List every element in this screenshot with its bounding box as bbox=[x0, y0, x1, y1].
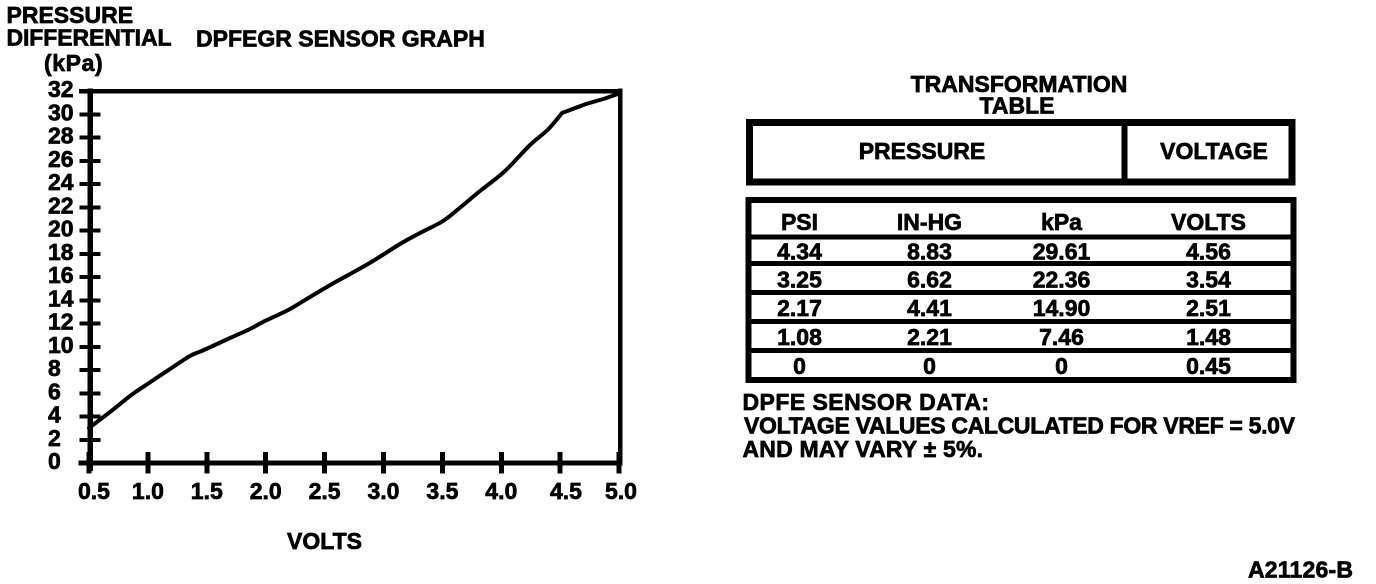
svg-text:TRANSFORMATION: TRANSFORMATION bbox=[911, 71, 1128, 97]
svg-text:1.0: 1.0 bbox=[132, 478, 164, 504]
svg-text:30: 30 bbox=[48, 99, 74, 125]
svg-text:14: 14 bbox=[48, 285, 74, 311]
svg-text:VOLTAGE: VOLTAGE bbox=[1160, 138, 1268, 164]
svg-text:6.62: 6.62 bbox=[907, 267, 952, 293]
svg-text:20: 20 bbox=[48, 216, 74, 242]
svg-text:kPa: kPa bbox=[1041, 209, 1082, 235]
svg-text:AND MAY VARY ± 5%.: AND MAY VARY ± 5%. bbox=[743, 436, 984, 462]
svg-text:VOLTS: VOLTS bbox=[1171, 209, 1246, 235]
svg-text:3.5: 3.5 bbox=[426, 478, 458, 504]
svg-text:2: 2 bbox=[48, 425, 61, 451]
svg-text:1.08: 1.08 bbox=[777, 324, 822, 350]
svg-text:18: 18 bbox=[48, 239, 74, 265]
svg-text:1.5: 1.5 bbox=[191, 478, 223, 504]
svg-text:4.34: 4.34 bbox=[777, 239, 822, 265]
svg-text:14.90: 14.90 bbox=[1033, 295, 1091, 321]
svg-text:PRESSURE: PRESSURE bbox=[7, 2, 134, 28]
svg-text:32: 32 bbox=[48, 76, 74, 102]
svg-text:6: 6 bbox=[48, 378, 61, 404]
svg-text:0.45: 0.45 bbox=[1186, 353, 1231, 379]
svg-text:3.0: 3.0 bbox=[368, 478, 400, 504]
svg-text:PSI: PSI bbox=[781, 209, 818, 235]
svg-text:8: 8 bbox=[48, 355, 61, 381]
svg-text:29.61: 29.61 bbox=[1033, 239, 1091, 265]
svg-text:DPFEGR SENSOR GRAPH: DPFEGR SENSOR GRAPH bbox=[196, 26, 485, 52]
svg-text:28: 28 bbox=[48, 123, 74, 149]
svg-text:A21126-B: A21126-B bbox=[1248, 557, 1353, 583]
svg-text:VOLTS: VOLTS bbox=[287, 528, 362, 554]
svg-text:2.21: 2.21 bbox=[907, 324, 952, 350]
svg-text:3.25: 3.25 bbox=[777, 267, 822, 293]
svg-text:3.54: 3.54 bbox=[1186, 267, 1231, 293]
svg-text:IN-HG: IN-HG bbox=[897, 209, 962, 235]
svg-text:2.5: 2.5 bbox=[309, 478, 341, 504]
svg-text:DIFFERENTIAL: DIFFERENTIAL bbox=[7, 25, 172, 51]
svg-text:PRESSURE: PRESSURE bbox=[859, 138, 986, 164]
svg-text:2.51: 2.51 bbox=[1186, 295, 1231, 321]
svg-text:8.83: 8.83 bbox=[907, 239, 952, 265]
svg-text:24: 24 bbox=[48, 169, 74, 195]
svg-text:0: 0 bbox=[1055, 353, 1068, 379]
svg-text:12: 12 bbox=[48, 309, 74, 335]
svg-text:16: 16 bbox=[48, 262, 74, 288]
svg-text:4: 4 bbox=[48, 402, 61, 428]
svg-text:4.0: 4.0 bbox=[485, 478, 517, 504]
svg-text:4.56: 4.56 bbox=[1186, 239, 1231, 265]
svg-text:DPFE SENSOR DATA:: DPFE SENSOR DATA: bbox=[743, 389, 990, 415]
svg-text:4.5: 4.5 bbox=[550, 478, 582, 504]
svg-text:0: 0 bbox=[923, 353, 936, 379]
svg-text:22: 22 bbox=[48, 192, 74, 218]
svg-text:0.5: 0.5 bbox=[78, 478, 110, 504]
svg-text:0: 0 bbox=[48, 448, 61, 474]
svg-text:5.0: 5.0 bbox=[605, 478, 637, 504]
svg-text:10: 10 bbox=[48, 332, 74, 358]
svg-text:VOLTAGE VALUES CALCULATED FOR: VOLTAGE VALUES CALCULATED FOR VREF = 5.0… bbox=[744, 413, 1296, 439]
svg-text:22.36: 22.36 bbox=[1033, 267, 1091, 293]
svg-text:4.41: 4.41 bbox=[907, 295, 952, 321]
svg-text:TABLE: TABLE bbox=[980, 93, 1055, 119]
svg-text:2.0: 2.0 bbox=[250, 478, 282, 504]
svg-text:0: 0 bbox=[793, 353, 806, 379]
svg-text:26: 26 bbox=[48, 146, 74, 172]
svg-text:1.48: 1.48 bbox=[1186, 324, 1231, 350]
svg-text:(kPa): (kPa) bbox=[44, 50, 103, 76]
svg-text:7.46: 7.46 bbox=[1039, 324, 1084, 350]
svg-text:2.17: 2.17 bbox=[777, 295, 822, 321]
